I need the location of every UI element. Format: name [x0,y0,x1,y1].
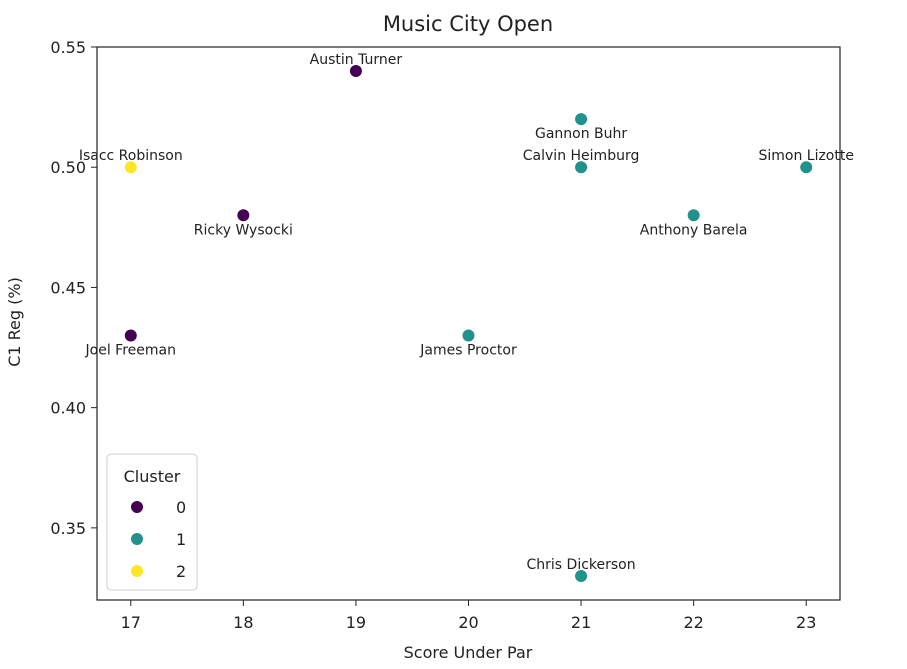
data-points [123,64,814,583]
y-axis-label: C1 Reg (%) [5,277,24,367]
legend-marker [130,564,144,578]
point-label: Gannon Buhr [535,126,627,142]
data-point [574,112,589,127]
x-tick-label: 22 [683,613,703,632]
x-tick-label: 17 [121,613,141,632]
point-label: Austin Turner [310,52,403,68]
data-point [123,160,138,175]
x-tick-label: 19 [346,613,366,632]
x-tick-label: 21 [571,613,591,632]
legend-marker [130,500,144,514]
legend: Cluster 0 1 2 [106,453,198,591]
data-point [686,208,701,223]
data-point [236,208,251,223]
data-point [574,568,589,583]
point-label: Isacc Robinson [79,148,183,164]
y-tick-label: 0.50 [50,158,86,177]
legend-label: 1 [176,530,186,549]
data-point [123,328,138,343]
x-tick-label: 18 [233,613,253,632]
data-point [348,64,363,79]
y-tick-label: 0.35 [50,519,86,538]
point-label: Anthony Barela [640,222,748,238]
data-point [574,160,589,175]
legend-label: 0 [176,498,186,517]
plot-frame [96,46,841,601]
point-label: Joel Freeman [85,343,176,359]
point-label: James Proctor [419,343,517,359]
point-label: Chris Dickerson [527,557,636,573]
plot-area: 17 18 19 20 21 22 230.350.400.450.500.55 [50,38,841,632]
legend-box [106,453,198,591]
point-labels: Austin Turner Gannon Buhr Isacc Robinson Ca… [79,52,854,573]
y-tick-label: 0.40 [50,399,86,418]
y-tick-label: 0.55 [50,38,86,57]
data-point [461,328,476,343]
legend-title: Cluster [124,467,181,486]
point-label: Calvin Heimburg [523,148,640,164]
x-tick-label: 23 [796,613,816,632]
legend-label: 2 [176,562,186,581]
y-tick-label: 0.45 [50,278,86,297]
legend-marker [130,532,144,546]
point-label: Simon Lizotte [758,148,854,164]
x-axis-label: Score Under Par [404,643,533,662]
x-tick-label: 20 [458,613,478,632]
data-point [799,160,814,175]
point-label: Ricky Wysocki [194,222,293,238]
chart-title: Music City Open [383,12,553,36]
